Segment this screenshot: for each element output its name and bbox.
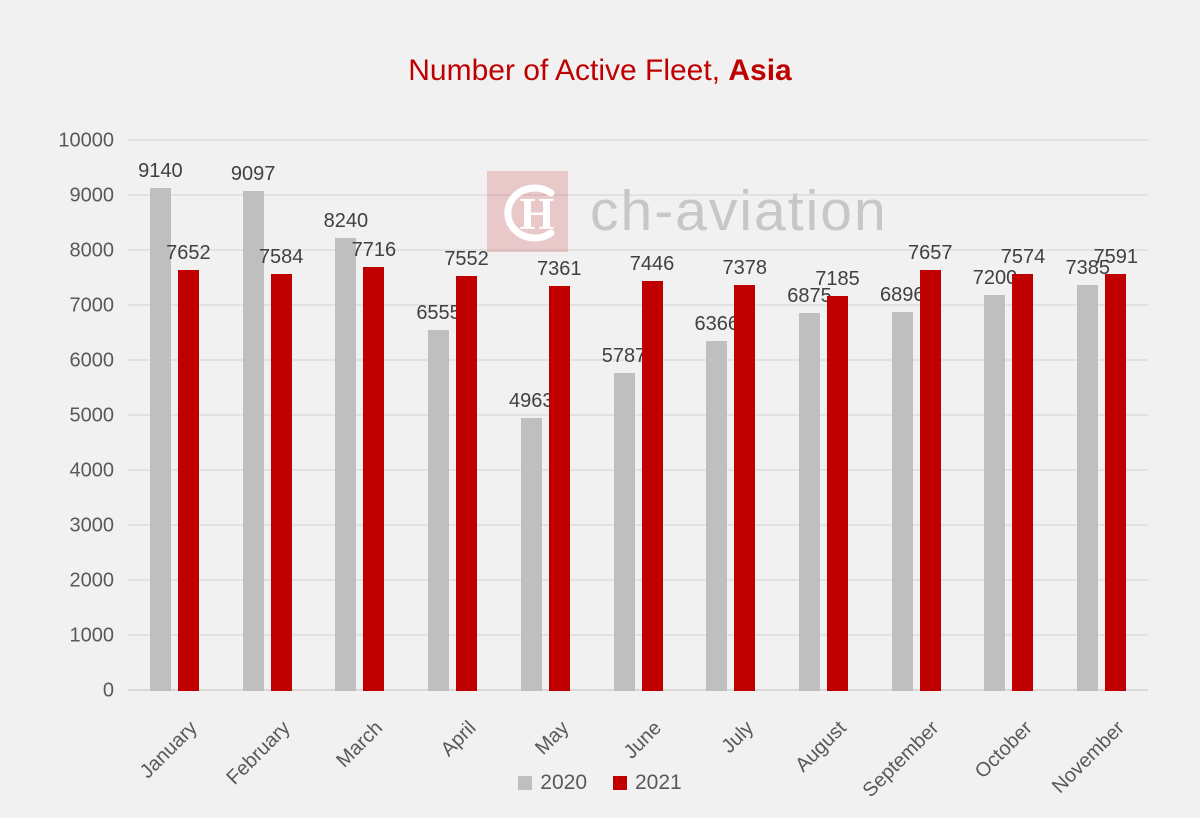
y-axis: 0 1000 2000 3000 4000 5000 6000 7000 8000 9000 100…: [0, 130, 115, 702]
chart-title-prefix: Number of Active Fleet,: [408, 54, 721, 87]
gridline: [128, 194, 1148, 196]
data-label-2021-february: 7584: [258, 245, 304, 268]
data-label-2021-august: 7185: [815, 267, 860, 290]
gridline: [128, 139, 1148, 141]
bar-group-october: 7200 7574 October: [963, 141, 1056, 782]
bar-2021-september: 7657: [908, 242, 952, 691]
bar-2021-october: 7574: [1001, 246, 1045, 691]
bar-group-september: 6896 7657 September: [859, 141, 963, 802]
bar-2020-june: 5787: [602, 345, 646, 691]
gridline: [128, 469, 1148, 471]
chart-title-region: Asia: [728, 54, 792, 87]
gridline: [128, 414, 1148, 416]
data-label-2021-april: 7552: [444, 247, 489, 270]
y-tick-label: 0: [102, 679, 114, 702]
y-tick-label: 3000: [69, 514, 115, 537]
bar-group-august: 6875 7185 August: [777, 141, 870, 777]
bar-group-february: 9097 7584 February: [221, 141, 314, 789]
bar-groups: 9140 7652 January 9097 7584 February 8240 7716 M…: [128, 141, 1148, 802]
y-tick-label: 9000: [69, 184, 115, 207]
bar-2020-august: 6875: [787, 285, 832, 691]
chart-title: Number of Active Fleet, Asia: [0, 54, 1200, 88]
gridline: [128, 359, 1148, 361]
legend-label: 2020: [540, 771, 587, 794]
x-tick-label: August: [791, 717, 852, 777]
legend-swatch-2021: [613, 776, 627, 790]
legend-item-2021: 2021: [613, 771, 682, 795]
data-label-2021-october: 7574: [1000, 246, 1046, 269]
y-tick-label: 2000: [69, 569, 115, 592]
gridline: [128, 249, 1148, 251]
legend-label: 2021: [635, 771, 682, 794]
y-tick-label: 8000: [69, 239, 115, 262]
y-tick-label: 5000: [69, 404, 115, 427]
data-label-2020-january: 9140: [138, 160, 183, 183]
data-label-2021-july: 7378: [722, 257, 768, 280]
data-label-2020-february: 9097: [230, 162, 276, 185]
data-label-2020-november: 7385: [1065, 256, 1110, 279]
bar-group-november: 7385 7591 November: [1048, 141, 1148, 798]
bar-2021-february: 7584: [259, 246, 303, 691]
x-tick-label: May: [530, 717, 573, 760]
x-tick-label: April: [436, 717, 481, 761]
bar-2020-march: 8240: [324, 210, 368, 691]
data-label-2020-april: 6555: [416, 302, 461, 325]
bar-2020-october: 7200: [973, 267, 1017, 691]
plot-area: 9140 7652 January 9097 7584 February 8240 7716 M…: [128, 139, 1148, 802]
bar-2020-july: 6366: [695, 313, 739, 691]
legend-item-2020: 2020: [518, 771, 587, 795]
data-label-2020-october: 7200: [972, 267, 1018, 289]
bar-2021-march: 7716: [352, 239, 396, 691]
data-label-2020-march: 8240: [323, 209, 369, 232]
y-tick-label: 6000: [69, 349, 115, 372]
bar-2021-april: 7552: [444, 248, 489, 691]
data-label-2020-june: 5787: [601, 344, 647, 367]
y-tick-label: 7000: [69, 294, 115, 317]
gridlines: [128, 139, 1148, 691]
legend-swatch-2020: [518, 776, 533, 790]
data-label-2020-september: 6896: [879, 283, 925, 306]
bar-2021-june: 7446: [630, 253, 674, 691]
data-label-2021-may: 7361: [537, 258, 582, 281]
bar-2021-january: 7652: [166, 242, 211, 691]
bar-2021-november: 7591: [1093, 246, 1138, 691]
data-label-2020-august: 6875: [787, 284, 832, 307]
bar-group-april: 6555 7552 April: [406, 141, 499, 761]
gridline: [128, 634, 1148, 636]
bar-group-july: 6366 7378 July: [684, 141, 777, 757]
bar-group-june: 5787 7446 June: [592, 141, 685, 763]
data-label-2021-november: 7591: [1093, 245, 1138, 268]
data-label-2021-june: 7446: [629, 253, 675, 276]
x-tick-label: June: [619, 717, 666, 764]
bar-2021-may: 7361: [537, 258, 582, 691]
bar-2020-january: 9140: [138, 160, 183, 691]
data-label-2020-july: 6366: [694, 312, 740, 335]
data-label-2021-march: 7716: [351, 238, 397, 261]
bar-2021-july: 7378: [723, 257, 767, 691]
legend: 2020 2021: [0, 771, 1200, 795]
bar-2021-august: 7185: [815, 268, 860, 691]
x-axis-line: [128, 689, 1148, 691]
data-label-2020-may: 4963: [509, 390, 554, 413]
bar-group-may: 4963 7361 May: [499, 141, 592, 759]
bar-2020-april: 6555: [416, 302, 461, 691]
bar-group-march: 8240 7716 March: [313, 141, 406, 772]
data-label-2021-january: 7652: [166, 242, 211, 265]
y-tick-label: 1000: [69, 624, 115, 647]
x-tick-label: July: [717, 717, 759, 758]
bar-2020-september: 6896: [880, 284, 924, 691]
bar-2020-may: 4963: [509, 390, 554, 691]
y-tick-label: 4000: [69, 459, 115, 482]
bar-2020-november: 7385: [1065, 257, 1110, 691]
gridline: [128, 524, 1148, 526]
x-tick-label: March: [332, 717, 388, 772]
y-tick-label: 10000: [58, 129, 114, 152]
gridline: [128, 304, 1148, 306]
gridline: [128, 579, 1148, 581]
bar-group-january: 9140 7652 January: [128, 141, 221, 783]
bar-2020-february: 9097: [231, 163, 275, 691]
data-label-2021-september: 7657: [907, 241, 953, 264]
